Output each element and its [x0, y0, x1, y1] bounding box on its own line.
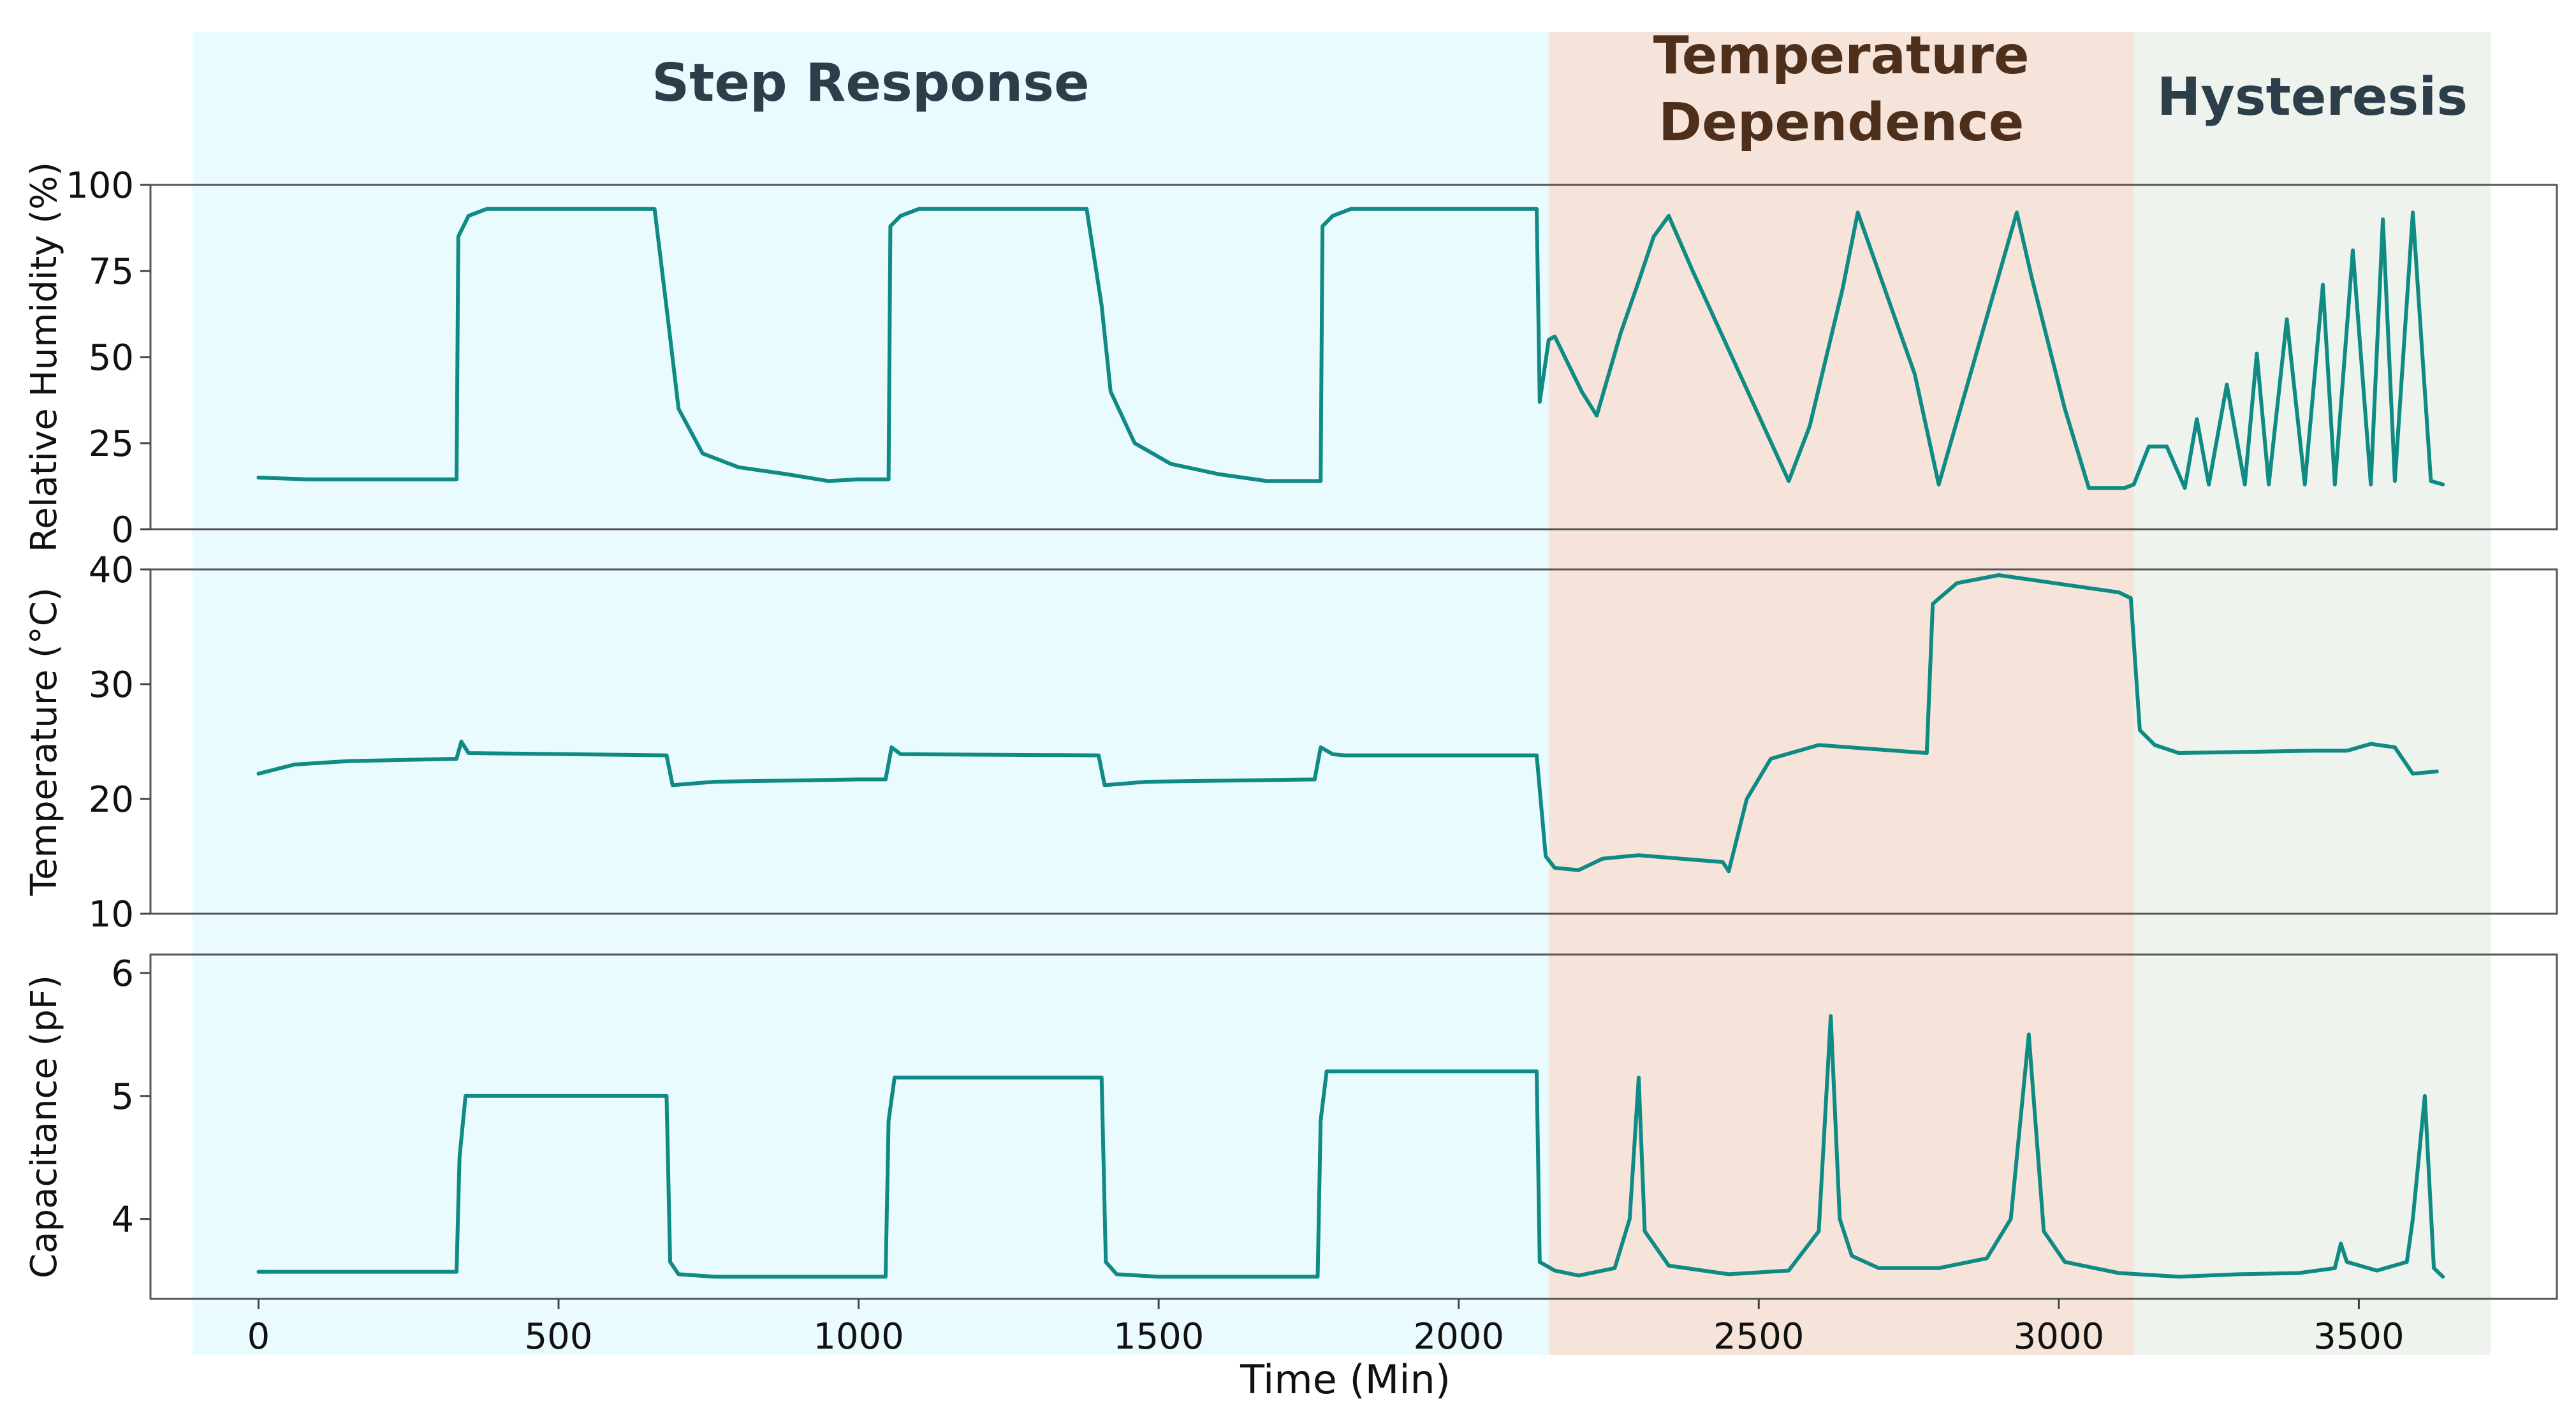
x-tick-label: 2500 [1713, 1316, 1804, 1358]
y-tick-label-capacitance: 4 [111, 1199, 134, 1241]
panel-capacitance: 4 5 6 Capacitance (pF) 0 500 1000 1500 2000 2500 3… [24, 953, 2558, 1358]
y-tick-label-temperature: 10 [89, 894, 134, 935]
y-axis-label-capacitance: Capacitance (pF) [24, 975, 65, 1278]
panel-frame-capacitance [149, 953, 2558, 1300]
x-tick-label: 3500 [2313, 1316, 2404, 1358]
region-title-line: Dependence [1658, 92, 2024, 153]
region-titles: Step Response Temperature Dependence Hyster… [652, 26, 2468, 153]
y-tick-label-temperature: 20 [89, 779, 134, 821]
region-title-step-response: Step Response [652, 53, 1090, 113]
x-axis-label: Time (Min) [1240, 1356, 1451, 1403]
series-line-capacitance [256, 1014, 2445, 1279]
x-tick-label: 0 [247, 1316, 270, 1358]
region-title-temperature-dependence: Temperature Dependence [1653, 26, 2030, 153]
y-tick-label-humidity: 100 [66, 165, 134, 207]
series-line-humidity [256, 207, 2445, 490]
y-tick-label-capacitance: 5 [111, 1076, 134, 1118]
panel-frame-temperature [149, 568, 2558, 915]
y-tick-label-humidity: 50 [89, 337, 134, 379]
region-temperature-dependence [1548, 32, 2134, 1355]
y-axis-label-temperature: Temperature (°C) [24, 587, 65, 896]
panel-temperature: 10 20 30 40 Temperature (°C) [24, 550, 2558, 935]
region-step-response [192, 32, 1549, 1355]
y-tick-label-temperature: 30 [89, 664, 134, 706]
region-title-line: Temperature [1653, 26, 2030, 86]
region-title-line: Step Response [652, 53, 1090, 113]
x-tick-label: 2000 [1413, 1316, 1504, 1358]
y-tick-label-temperature: 40 [89, 550, 134, 591]
x-tick-label: 500 [525, 1316, 593, 1358]
region-hysteresis [2133, 32, 2491, 1355]
y-tick-label-humidity: 75 [89, 251, 134, 293]
region-title-line: Hysteresis [2157, 67, 2468, 128]
series-line-temperature [256, 573, 2439, 874]
region-title-hysteresis: Hysteresis [2157, 67, 2468, 128]
y-tick-label-humidity: 25 [89, 423, 134, 465]
x-tick-label: 1000 [813, 1316, 904, 1358]
x-tick-label: 1500 [1113, 1316, 1204, 1358]
region-backgrounds [192, 32, 2491, 1355]
y-axis-label-humidity: Relative Humidity (%) [24, 162, 65, 552]
y-tick-label-humidity: 0 [111, 509, 134, 551]
x-tick-label: 3000 [2014, 1316, 2105, 1358]
y-tick-label-capacitance: 6 [111, 953, 134, 995]
